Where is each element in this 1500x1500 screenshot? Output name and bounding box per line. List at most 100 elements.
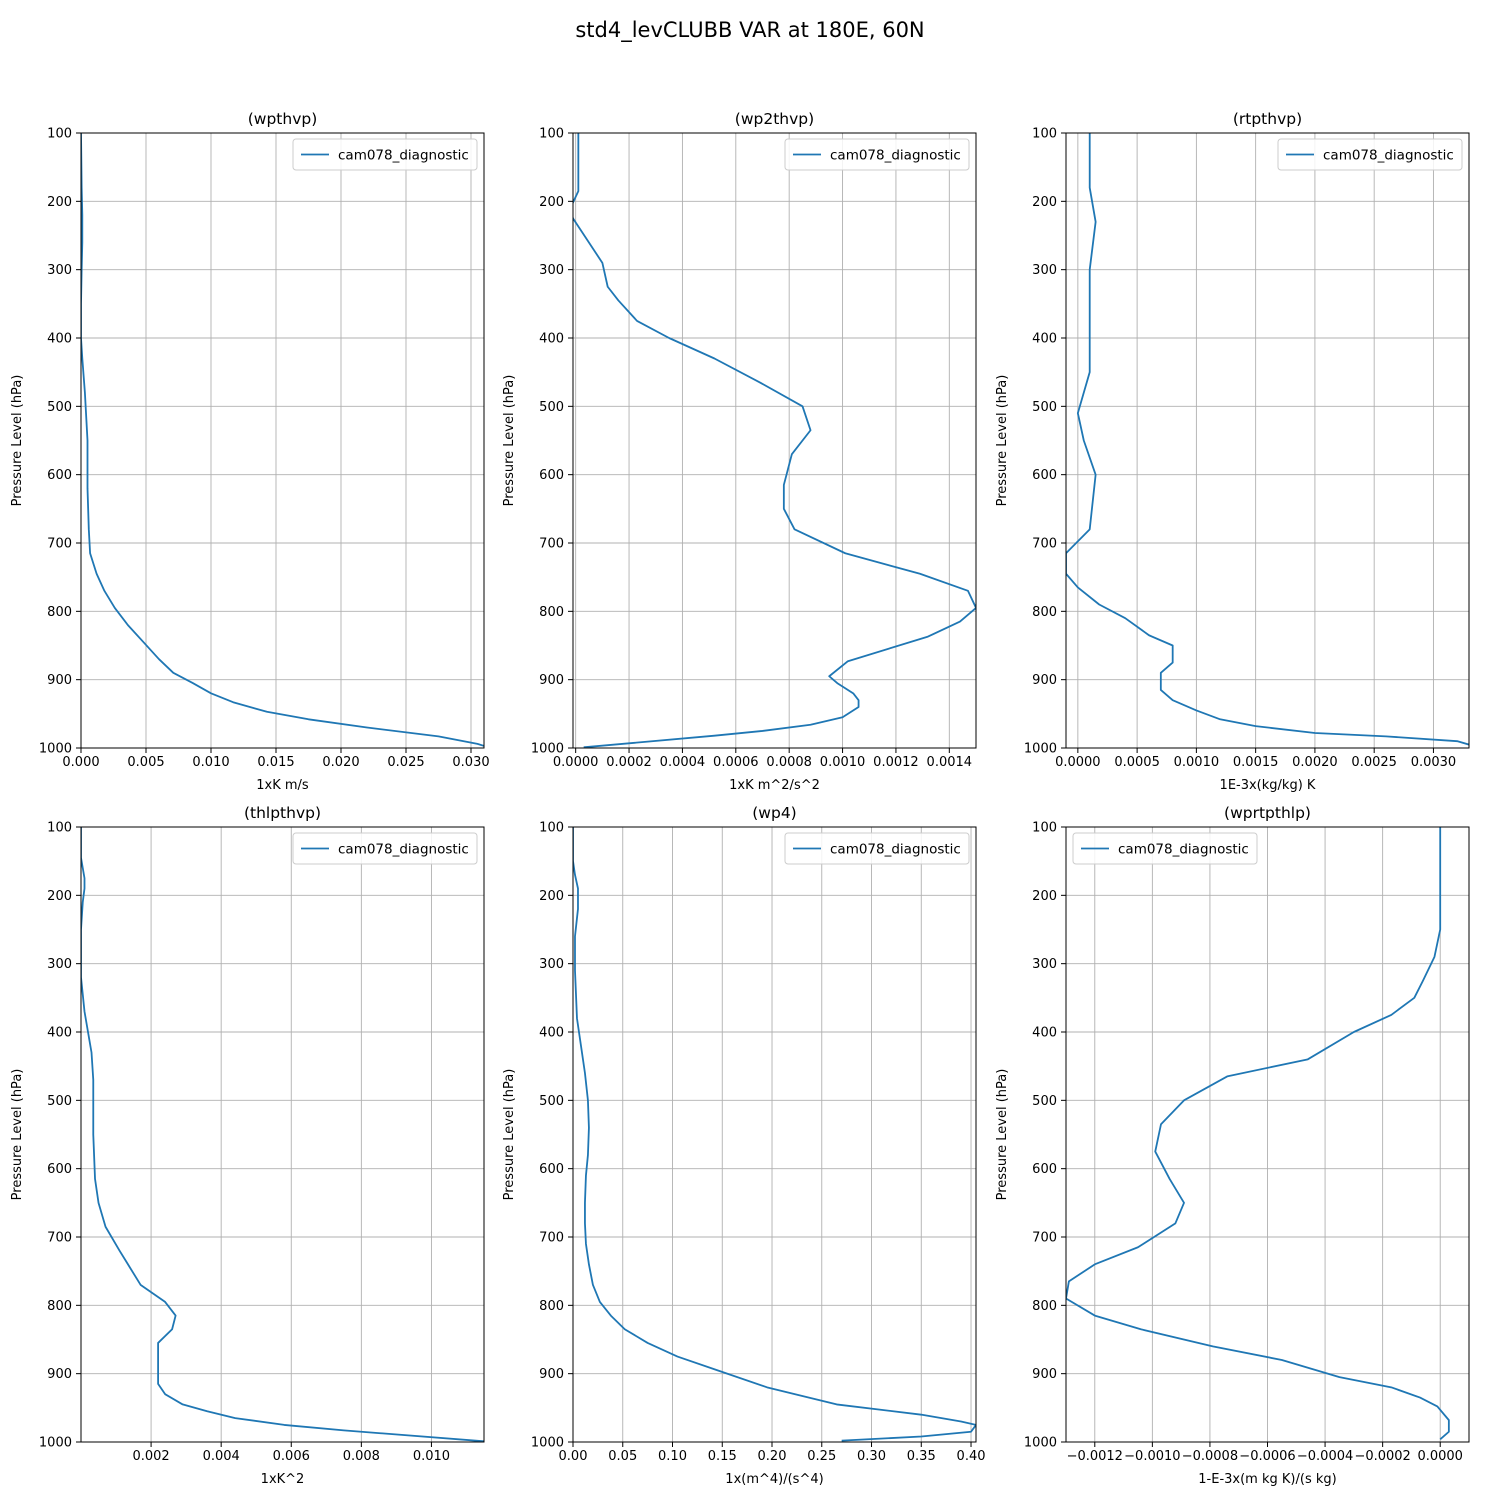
- y-tick-label: 100: [47, 127, 72, 142]
- x-tick-label: 0.0025: [1351, 755, 1397, 770]
- x-tick-label: 0.020: [322, 755, 359, 770]
- x-tick-label: −0.0006: [1239, 1449, 1295, 1464]
- y-tick-label: 800: [539, 605, 564, 620]
- panel-title: (wpthvp): [248, 110, 318, 128]
- legend-box: [1072, 832, 1258, 865]
- y-tick-label: 600: [47, 1162, 72, 1177]
- series-line: [1066, 133, 1469, 746]
- legend-label: cam078_diagnostic: [338, 148, 469, 164]
- y-tick-label: 100: [1032, 821, 1057, 836]
- chart-panel-3: 0.0000 0.0005 0.0010 0.0015 0.0020 0.0025 0.00…: [995, 110, 1470, 793]
- y-tick-label: 600: [1032, 468, 1057, 483]
- y-tick-label: 500: [47, 1094, 72, 1109]
- y-tick-label: 700: [1032, 537, 1057, 552]
- x-tick-label: 0.25: [807, 1449, 836, 1464]
- x-tick-label: 0.0006: [713, 755, 759, 770]
- y-tick-label: 800: [47, 1299, 72, 1314]
- axes-frame: [80, 132, 485, 749]
- x-tick-label: 0.20: [758, 1449, 787, 1464]
- x-tick-label: 0.0015: [1233, 755, 1279, 770]
- x-axis-label: 1E-3x(kg/kg) K: [1220, 778, 1316, 793]
- x-tick-label: 0.30: [857, 1449, 886, 1464]
- legend-box: [784, 832, 970, 865]
- y-tick-label: 200: [1032, 195, 1057, 210]
- x-tick-label: 0.002: [132, 1449, 169, 1464]
- panel-title: (wp2thvp): [735, 110, 814, 128]
- y-tick-label: 900: [47, 673, 72, 688]
- y-tick-label: 700: [1032, 1231, 1057, 1246]
- panel-title: (thlpthvp): [244, 804, 321, 822]
- y-tick-label: 200: [539, 195, 564, 210]
- y-tick-label: 300: [539, 263, 564, 278]
- y-tick-label: 500: [1032, 1094, 1057, 1109]
- y-tick-label: 200: [47, 889, 72, 904]
- y-axis-label: Pressure Level (hPa): [502, 1069, 517, 1201]
- series-line: [81, 827, 484, 1442]
- x-tick-label: 0.0004: [660, 755, 706, 770]
- axes-frame: [1065, 132, 1470, 749]
- legend-box: [292, 832, 478, 865]
- x-tick-label: 0.10: [658, 1449, 687, 1464]
- y-tick-label: 300: [1032, 957, 1057, 972]
- y-tick-label: 600: [47, 468, 72, 483]
- x-tick-label: 0.15: [708, 1449, 737, 1464]
- x-tick-label: 0.0010: [1174, 755, 1220, 770]
- y-axis-label: Pressure Level (hPa): [10, 375, 25, 507]
- y-tick-label: 600: [539, 468, 564, 483]
- x-tick-label: 0.015: [257, 755, 294, 770]
- y-tick-label: 1000: [531, 742, 564, 757]
- y-axis-label: Pressure Level (hPa): [502, 375, 517, 507]
- y-axis-label: Pressure Level (hPa): [10, 1069, 25, 1201]
- x-tick-label: −0.0012: [1067, 1449, 1123, 1464]
- y-tick-label: 300: [47, 957, 72, 972]
- y-tick-label: 800: [1032, 1299, 1057, 1314]
- x-tick-label: −0.0010: [1124, 1449, 1180, 1464]
- legend: cam078_diagnostic: [784, 138, 970, 171]
- y-tick-label: 800: [47, 605, 72, 620]
- x-tick-label: 0.0008: [766, 755, 812, 770]
- y-tick-label: 400: [539, 1026, 564, 1041]
- x-tick-label: 0.0014: [927, 755, 973, 770]
- panel-title: (wp4): [752, 804, 796, 822]
- x-tick-label: 0.0000: [1055, 755, 1101, 770]
- x-tick-label: 0.000: [62, 755, 99, 770]
- figure-title: std4_levCLUBB VAR at 180E, 60N: [575, 18, 924, 43]
- panel-title: (rtpthvp): [1233, 110, 1302, 128]
- x-tick-label: 0.008: [343, 1449, 380, 1464]
- x-axis-label: 1-E-3x(m kg K)/(s kg): [1198, 1472, 1336, 1487]
- legend-box: [292, 138, 478, 171]
- legend: cam078_diagnostic: [1277, 138, 1463, 171]
- y-tick-label: 1000: [1024, 742, 1057, 757]
- legend-label: cam078_diagnostic: [1118, 842, 1249, 858]
- y-tick-label: 400: [47, 332, 72, 347]
- y-tick-label: 100: [1032, 127, 1057, 142]
- y-axis-label: Pressure Level (hPa): [995, 1069, 1010, 1201]
- x-axis-label: 1xK^2: [261, 1472, 305, 1487]
- y-tick-label: 100: [539, 821, 564, 836]
- x-axis-label: 1x(m^4)/(s^4): [725, 1472, 823, 1487]
- y-tick-label: 1000: [39, 1436, 72, 1451]
- legend: cam078_diagnostic: [292, 832, 478, 865]
- y-tick-label: 900: [539, 1367, 564, 1382]
- x-tick-label: 0.0002: [606, 755, 652, 770]
- x-axis-label: 1xK m^2/s^2: [729, 778, 820, 793]
- legend-label: cam078_diagnostic: [338, 842, 469, 858]
- legend: cam078_diagnostic: [292, 138, 478, 171]
- y-tick-label: 900: [1032, 1367, 1057, 1382]
- x-tick-label: 0.004: [203, 1449, 240, 1464]
- x-tick-label: 0.010: [413, 1449, 450, 1464]
- x-tick-label: −0.0008: [1182, 1449, 1238, 1464]
- x-tick-label: 0.025: [387, 755, 424, 770]
- y-tick-label: 900: [47, 1367, 72, 1382]
- x-tick-label: 0.030: [452, 755, 489, 770]
- legend-box: [1277, 138, 1463, 171]
- y-tick-label: 800: [1032, 605, 1057, 620]
- y-tick-label: 400: [47, 1026, 72, 1041]
- y-tick-label: 700: [47, 1231, 72, 1246]
- axes-frame: [572, 826, 977, 1443]
- y-tick-label: 500: [539, 400, 564, 415]
- series-line: [573, 827, 976, 1442]
- series-line: [573, 133, 976, 748]
- chart-panel-4: 0.002 0.004 0.006 0.008 0.010 100 200 300 400 500…: [10, 804, 485, 1487]
